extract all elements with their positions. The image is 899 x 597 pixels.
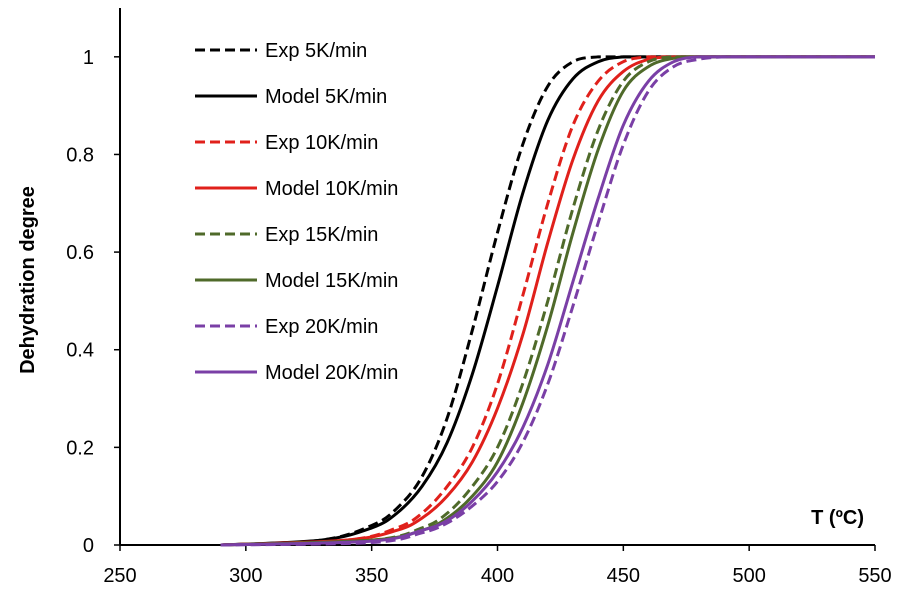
series-group — [220, 55, 875, 547]
legend-label-7: Model 20K/min — [265, 362, 398, 384]
y-tick-label: 0.8 — [66, 144, 94, 166]
series-line-4 — [220, 55, 875, 547]
x-tick-label: 500 — [732, 565, 765, 587]
legend-label-2: Exp 10K/min — [265, 132, 378, 154]
x-tick-label: 450 — [607, 565, 640, 587]
legend: Exp 5K/min Model 5K/min Exp 10K/min Model 1… — [195, 40, 398, 384]
legend-label-1: Model 5K/min — [265, 86, 387, 108]
series-line-7 — [220, 55, 875, 547]
legend-label-4: Exp 15K/min — [265, 224, 378, 246]
x-tick-label: 300 — [229, 565, 262, 587]
x-tick-label: 400 — [481, 565, 514, 587]
legend-label-0: Exp 5K/min — [265, 40, 367, 62]
x-tick-label: 550 — [858, 565, 891, 587]
y-axis-title: Dehydration degree — [17, 186, 39, 374]
x-tick-label: 350 — [355, 565, 388, 587]
series-line-3 — [220, 55, 875, 547]
y-tick-label: 0.2 — [66, 437, 94, 459]
x-tick-label: 250 — [103, 565, 136, 587]
y-tick-label: 0.6 — [66, 242, 94, 264]
legend-label-3: Model 10K/min — [265, 178, 398, 200]
y-tick-label: 1 — [83, 47, 94, 69]
series-line-2 — [220, 55, 875, 547]
x-axis-title: T (ºC) — [811, 507, 864, 529]
legend-label-6: Exp 20K/min — [265, 316, 378, 338]
legend-label-5: Model 15K/min — [265, 270, 398, 292]
y-tick-label: 0.4 — [66, 340, 94, 362]
y-tick-label: 0 — [83, 535, 94, 557]
axes: 250 300 350 400 450 500 550 0 0.2 0.4 0.6 0.8 1 — [66, 8, 892, 587]
